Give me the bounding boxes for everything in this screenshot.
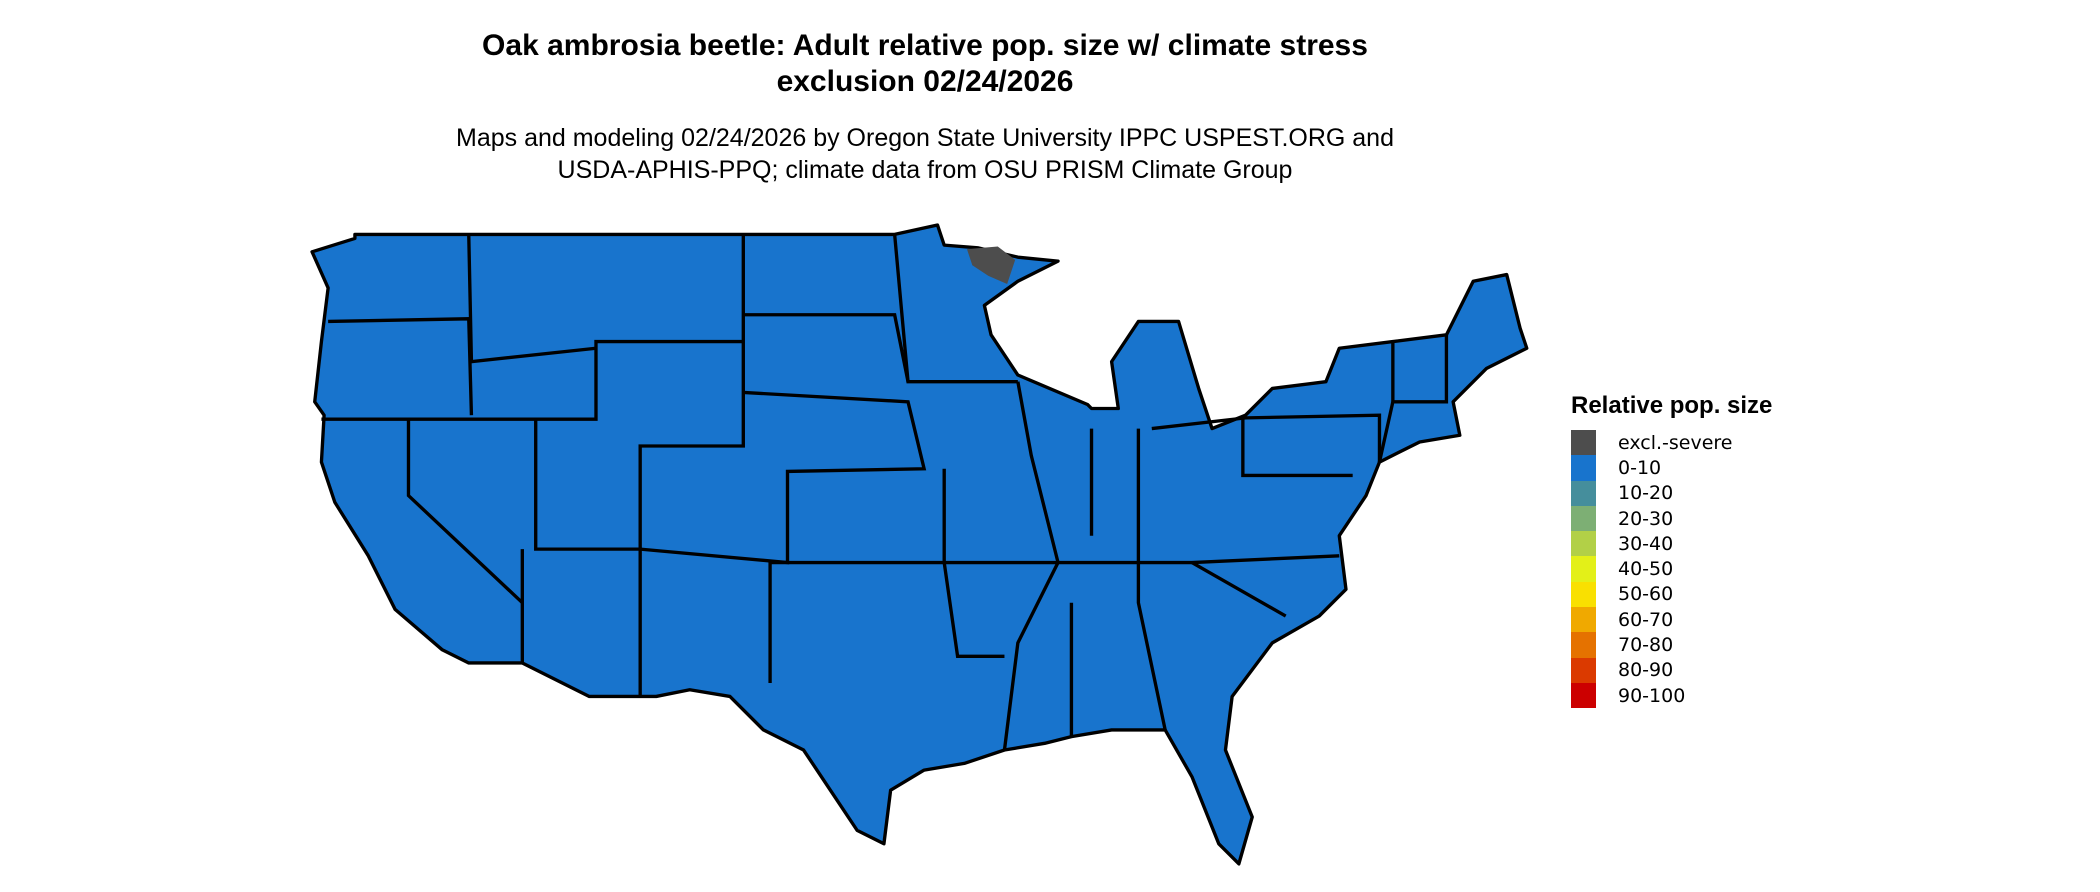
legend-swatch xyxy=(1571,430,1596,456)
legend-item: 30-40 xyxy=(1571,531,1772,557)
legend-label: 10-20 xyxy=(1618,482,1674,505)
legend-label: 0-10 xyxy=(1618,456,1662,479)
map-title: Oak ambrosia beetle: Adult relative pop.… xyxy=(0,28,1850,100)
legend-label: 50-60 xyxy=(1618,583,1674,606)
legend-swatch xyxy=(1571,657,1596,683)
legend-label: 40-50 xyxy=(1618,558,1674,581)
legend-item: 80-90 xyxy=(1571,657,1772,683)
map-subtitle: Maps and modeling 02/24/2026 by Oregon S… xyxy=(0,122,1850,186)
subtitle-line-1: Maps and modeling 02/24/2026 by Oregon S… xyxy=(456,124,1394,152)
legend-item: 90-100 xyxy=(1571,682,1772,709)
legend-swatch xyxy=(1571,607,1596,633)
legend-label: 30-40 xyxy=(1618,532,1674,555)
legend-item: 60-70 xyxy=(1571,607,1772,633)
title-line-1: Oak ambrosia beetle: Adult relative pop.… xyxy=(482,29,1368,62)
legend-swatch xyxy=(1571,505,1596,532)
excluded-area-minnesota xyxy=(966,246,1016,284)
us-outline xyxy=(310,223,1529,866)
legend-swatch xyxy=(1571,480,1596,506)
subtitle-line-2: USDA-APHIS-PPQ; climate data from OSU PR… xyxy=(557,156,1293,184)
legend-label: 60-70 xyxy=(1618,608,1674,631)
legend-title: Relative pop. size xyxy=(1571,392,1773,419)
legend-label: 20-30 xyxy=(1618,507,1674,530)
legend-item: 40-50 xyxy=(1571,556,1772,582)
legend-swatch xyxy=(1571,556,1596,582)
legend-item: 50-60 xyxy=(1571,581,1772,608)
legend-swatch xyxy=(1571,455,1596,481)
legend-item: 70-80 xyxy=(1571,632,1772,658)
state-borders xyxy=(321,234,1449,751)
legend-swatch xyxy=(1571,632,1596,658)
legend-items: excl.-severe 0-10 10-20 20-30 30-40 40-50 50-6… xyxy=(1571,430,1772,709)
legend-label: 90-100 xyxy=(1618,684,1686,707)
legend-label: 70-80 xyxy=(1618,634,1674,657)
legend-swatch xyxy=(1571,581,1596,608)
legend-item: 10-20 xyxy=(1571,480,1772,506)
legend-label: excl.-severe xyxy=(1618,431,1733,454)
title-line-2: exclusion 02/24/2026 xyxy=(776,65,1074,98)
legend-label: 80-90 xyxy=(1618,659,1674,682)
legend-item: 0-10 xyxy=(1571,455,1772,481)
legend-swatch xyxy=(1571,531,1596,557)
legend-swatch xyxy=(1571,682,1596,709)
legend-item: 20-30 xyxy=(1571,505,1772,532)
legend: Relative pop. size excl.-severe 0-10 10-20… xyxy=(1571,392,1773,709)
legend-item: excl.-severe xyxy=(1571,430,1772,456)
